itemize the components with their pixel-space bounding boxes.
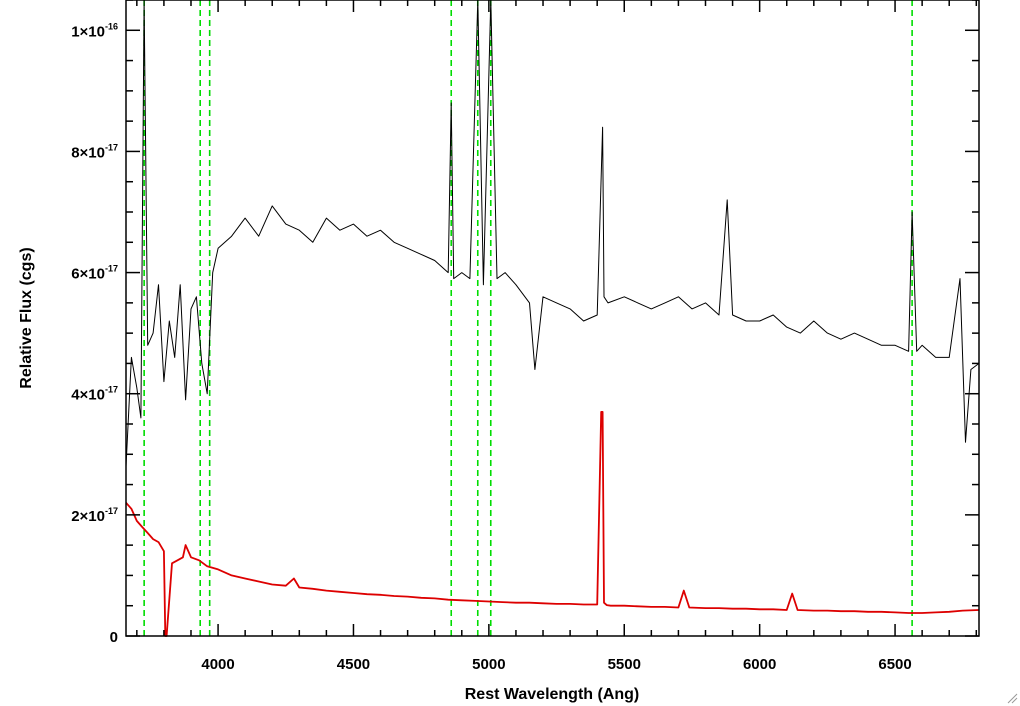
x-tick-label-5: 6500 — [878, 656, 911, 673]
spectrum-series — [125, 0, 980, 637]
y-tick-label-0: 0 — [110, 629, 118, 646]
x-tick-label-4: 6000 — [743, 656, 776, 673]
x-tick-label-0: 4000 — [201, 656, 234, 673]
y-tick-label-2: 4×10-17 — [71, 385, 118, 404]
y-tick-label-1: 2×10-17 — [71, 506, 118, 525]
series-line-0 — [125, 0, 980, 467]
reference-lines — [143, 0, 913, 636]
y-tick-label-4: 8×10-17 — [71, 142, 118, 161]
y-tick-label-3: 6×10-17 — [71, 264, 118, 283]
plot-frame — [125, 0, 980, 637]
x-tick-label-2: 5000 — [472, 656, 505, 673]
axis-ticks — [126, 0, 979, 637]
x-tick-label-1: 4500 — [337, 656, 370, 673]
y-tick-labels: 0 2×10-17 4×10-17 6×10-17 8×10-17 1×10-16 — [71, 21, 118, 646]
x-axis-title: Rest Wavelength (Ang) — [465, 686, 640, 703]
x-tick-labels: 4000 4500 5000 5500 6000 6500 — [201, 656, 911, 673]
series-line-1 — [125, 410, 980, 637]
x-tick-label-3: 5500 — [608, 656, 641, 673]
resize-grip-icon[interactable] — [1006, 692, 1018, 704]
y-axis-title: Relative Flux (cgs) — [18, 247, 35, 388]
y-tick-label-5: 1×10-16 — [71, 21, 118, 40]
